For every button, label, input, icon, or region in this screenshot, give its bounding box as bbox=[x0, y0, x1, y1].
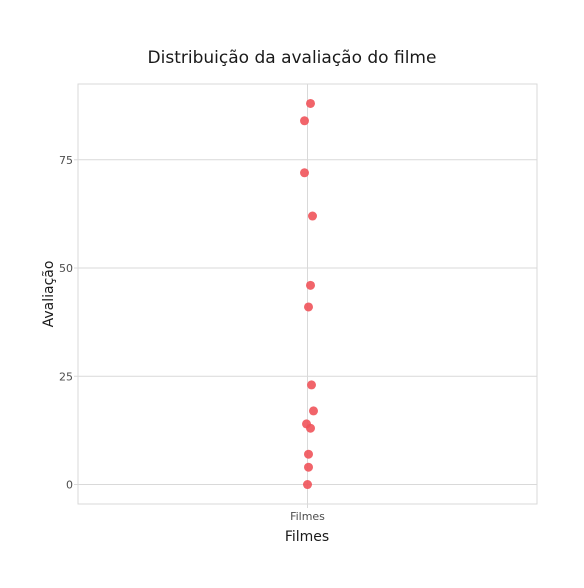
data-point[interactable] bbox=[309, 406, 318, 416]
chart-title: Distribuição da avaliação do filme bbox=[148, 48, 437, 68]
data-point[interactable] bbox=[306, 98, 315, 108]
y-tick-label: 75 bbox=[59, 154, 73, 167]
data-point[interactable] bbox=[306, 423, 315, 433]
gridlines bbox=[78, 84, 537, 504]
x-axis-ticks: Filmes bbox=[290, 504, 325, 523]
data-point[interactable] bbox=[300, 116, 309, 126]
x-tick-label: Filmes bbox=[290, 510, 325, 523]
y-axis-label: Avaliação bbox=[41, 261, 57, 328]
y-tick-label: 50 bbox=[59, 262, 73, 275]
data-point[interactable] bbox=[304, 302, 313, 312]
y-axis-ticks: 0 25 50 75 bbox=[59, 154, 78, 492]
data-points bbox=[300, 98, 318, 490]
y-tick-label: 0 bbox=[66, 479, 73, 492]
y-tick-label: 25 bbox=[59, 370, 73, 383]
data-point[interactable] bbox=[304, 449, 313, 459]
data-point[interactable] bbox=[303, 480, 312, 490]
data-point[interactable] bbox=[306, 280, 315, 290]
x-axis-label: Filmes bbox=[285, 529, 329, 545]
data-point[interactable] bbox=[300, 168, 309, 178]
data-point[interactable] bbox=[308, 211, 317, 221]
data-point[interactable] bbox=[307, 380, 316, 390]
data-point[interactable] bbox=[304, 462, 313, 472]
